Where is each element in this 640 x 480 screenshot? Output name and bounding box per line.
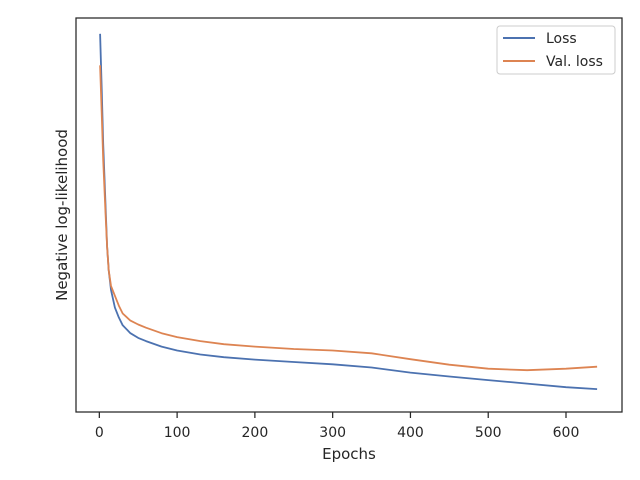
plot-frame	[75, 17, 623, 413]
series-layer	[99, 33, 598, 390]
y-axis-label: Negative log-likelihood	[53, 129, 71, 301]
x-tick-label: 400	[397, 425, 424, 441]
legend: Loss Val. loss	[496, 25, 616, 75]
x-tick-label: 0	[95, 425, 104, 441]
legend-label-loss: Loss	[546, 31, 577, 47]
series-line-val-loss	[99, 65, 598, 372]
x-axis-label: Epochs	[322, 445, 376, 463]
x-tick-label: 100	[164, 425, 191, 441]
x-axis-ticks: 0 100 200 300 400 500 600	[95, 412, 579, 441]
x-tick-label: 200	[242, 425, 269, 441]
x-tick-label: 600	[553, 425, 580, 441]
x-tick-label: 300	[319, 425, 346, 441]
x-tick-label: 500	[475, 425, 502, 441]
legend-label-val-loss: Val. loss	[546, 54, 603, 70]
